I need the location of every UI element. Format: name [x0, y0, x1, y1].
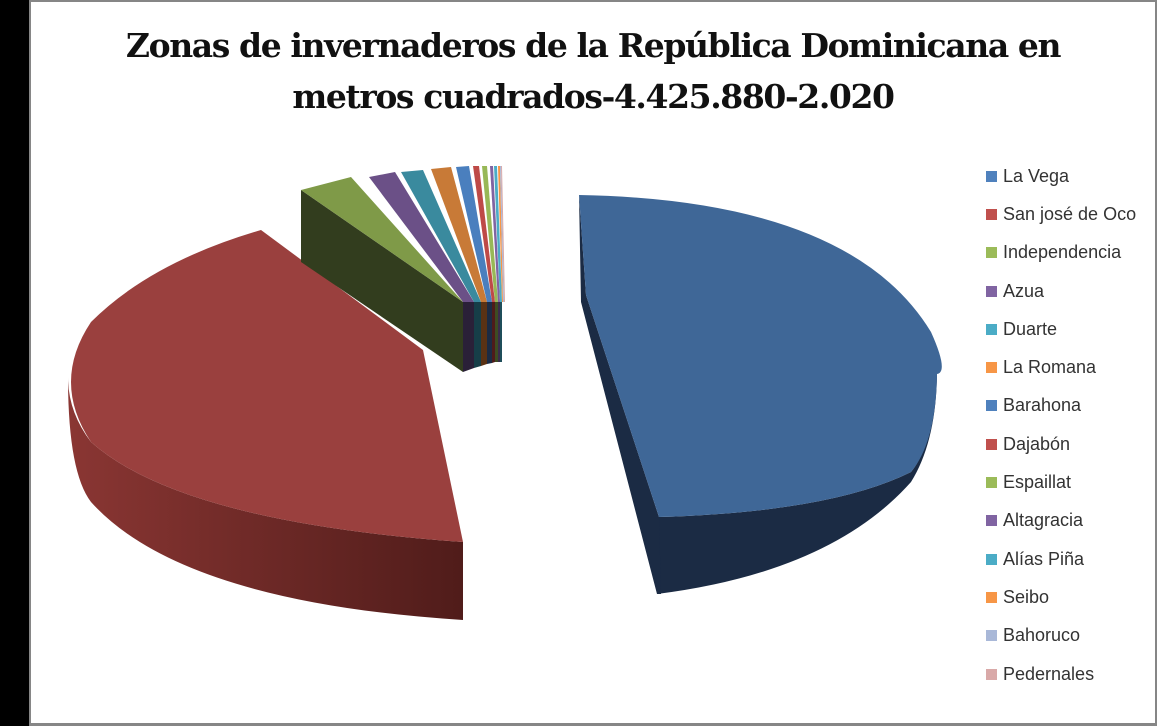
legend-item-dajabon[interactable]: Dajabón: [986, 425, 1146, 463]
slice-independencia[interactable]: [301, 177, 463, 372]
legend-item-azua[interactable]: Azua: [986, 272, 1146, 310]
slice-la-vega[interactable]: [579, 195, 942, 594]
legend-swatch-icon: [986, 170, 997, 182]
legend-label: Bahoruco: [1003, 625, 1081, 646]
legend-item-barahona[interactable]: Barahona: [986, 387, 1146, 425]
slice-san-jose-de-oco[interactable]: [68, 230, 463, 620]
legend-item-duarte[interactable]: Duarte: [986, 310, 1146, 348]
slice-seibo[interactable]: [498, 166, 503, 302]
legend-swatch-icon: [986, 400, 997, 412]
legend-label: Seibo: [1003, 586, 1050, 607]
legend-item-la-vega[interactable]: La Vega: [986, 157, 1146, 195]
legend-swatch-icon: [986, 285, 997, 297]
slice-la-romana[interactable]: [431, 167, 487, 366]
slice-dajabon[interactable]: [473, 166, 495, 363]
slice-alias-pina[interactable]: [494, 166, 502, 362]
legend-swatch-icon: [986, 515, 997, 527]
slice-azua[interactable]: [369, 172, 474, 372]
slice-altagracia[interactable]: [490, 166, 500, 362]
legend-label: San josé de Oco: [1003, 203, 1137, 224]
pie-chart: [68, 166, 942, 620]
legend-item-pedernales[interactable]: Pedernales: [986, 655, 1146, 693]
legend-swatch-icon: [986, 630, 997, 642]
legend-item-espaillat[interactable]: Espaillat: [986, 463, 1146, 501]
legend-item-bahoruco[interactable]: Bahoruco: [986, 617, 1146, 655]
chart-area: Zonas de invernaderos de la República Do…: [29, 0, 1157, 726]
legend-label: La Romana: [1003, 357, 1097, 378]
legend-label: Barahona: [1003, 395, 1082, 416]
legend-item-seibo[interactable]: Seibo: [986, 578, 1146, 616]
legend-label: Independencia: [1003, 242, 1122, 263]
slice-bahoruco[interactable]: [500, 166, 504, 302]
legend-swatch-icon: [986, 668, 997, 680]
legend-swatch-icon: [986, 553, 997, 565]
legend-swatch-icon: [986, 323, 997, 335]
legend-label: La Vega: [1003, 165, 1070, 186]
legend-label: Duarte: [1003, 318, 1058, 339]
legend-swatch-icon: [986, 247, 997, 259]
chart-legend: La Vega San josé de Oco Independencia Az…: [986, 157, 1146, 693]
chart-title-line1: Zonas de invernaderos de la República Do…: [125, 26, 1062, 65]
legend-swatch-icon: [986, 208, 997, 220]
legend-item-la-romana[interactable]: La Romana: [986, 348, 1146, 386]
legend-item-san-jose-de-oco[interactable]: San josé de Oco: [986, 195, 1146, 233]
slice-pedernales[interactable]: [501, 166, 505, 302]
slice-duarte[interactable]: [401, 170, 481, 368]
legend-label: Azua: [1003, 280, 1045, 301]
chart-title: Zonas de invernaderos de la República Do…: [31, 20, 1155, 122]
legend-item-alias-pina[interactable]: Alías Piña: [986, 540, 1146, 578]
legend-item-independencia[interactable]: Independencia: [986, 234, 1146, 272]
legend-label: Alías Piña: [1003, 548, 1085, 569]
legend-swatch-icon: [986, 438, 997, 450]
slice-espaillat[interactable]: [482, 166, 498, 362]
legend-label: Altagracia: [1003, 510, 1084, 531]
legend-swatch-icon: [986, 477, 997, 489]
chart-title-line2: metros cuadrados-4.425.880-2.020: [292, 77, 895, 116]
legend-swatch-icon: [986, 362, 997, 374]
legend-label: Dajabón: [1003, 433, 1071, 454]
legend-swatch-icon: [986, 591, 997, 603]
legend-label: Espaillat: [1003, 472, 1072, 493]
legend-label: Pedernales: [1003, 663, 1095, 684]
slice-barahona[interactable]: [456, 166, 492, 364]
legend-item-altagracia[interactable]: Altagracia: [986, 502, 1146, 540]
